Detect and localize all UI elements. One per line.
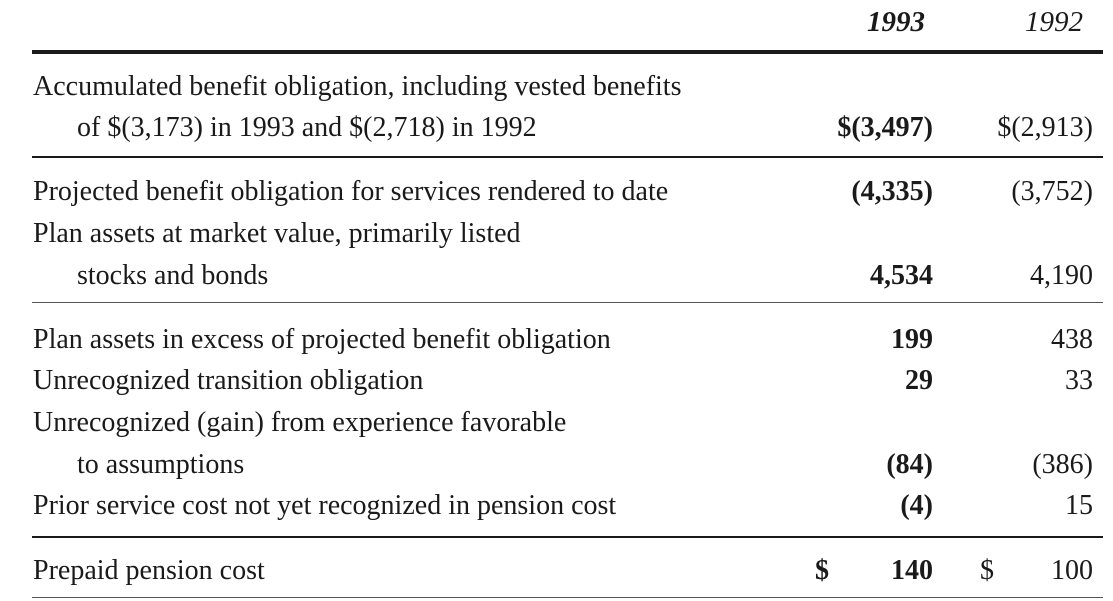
value-1993: (4) [900,490,933,521]
table-row: of $(3,173) in 1993 and $(2,718) in 1992… [0,108,1113,148]
total-rule [32,536,1103,538]
value-1992: 438 [1051,324,1093,355]
bottom-rule [32,597,1103,598]
row-label: stocks and bonds [77,260,269,291]
value-1993: (84) [886,449,933,480]
column-header-1992: 1992 [1025,6,1083,38]
row-label: Unrecognized (gain) from experience favo… [33,407,567,438]
value-1993: 140 [891,555,933,586]
value-1992: 33 [1065,365,1093,396]
value-1992: 4,190 [1030,260,1093,291]
value-1992: (3,752) [1011,176,1093,207]
section-rule [32,302,1103,303]
value-1992: 15 [1065,490,1093,521]
row-label: Prepaid pension cost [33,555,265,586]
value-1992: $(2,913) [997,112,1093,143]
currency-symbol-1993: $ [815,555,829,586]
header-rule [32,50,1103,54]
row-label: Accumulated benefit obligation, includin… [33,71,682,102]
row-label: Plan assets in excess of projected benef… [33,324,611,355]
table-row: Plan assets in excess of projected benef… [0,320,1113,360]
row-label: Plan assets at market value, primarily l… [33,218,521,249]
row-label: to assumptions [77,449,245,480]
row-label: of $(3,173) in 1993 and $(2,718) in 1992 [77,112,537,143]
value-1993: (4,335) [851,176,933,207]
value-1992: 100 [1051,555,1093,586]
table-row: Prior service cost not yet recognized in… [0,486,1113,526]
column-header-1993: 1993 [867,6,925,38]
row-label: Prior service cost not yet recognized in… [33,490,617,521]
table-row: Unrecognized transition obligation 29 33 [0,361,1113,401]
table-row: Plan assets at market value, primarily l… [0,214,1113,254]
table-row: to assumptions (84) (386) [0,445,1113,485]
value-1992: (386) [1032,449,1093,480]
value-1993: $(3,497) [837,112,933,143]
value-1993: 4,534 [870,260,933,291]
table-row: Accumulated benefit obligation, includin… [0,67,1113,107]
table-row-total: Prepaid pension cost $ 140 $ 100 [0,551,1113,591]
row-label: Projected benefit obligation for service… [33,176,669,207]
currency-symbol-1992: $ [980,555,994,586]
row-label: Unrecognized transition obligation [33,365,424,396]
table-row: Projected benefit obligation for service… [0,172,1113,212]
value-1993: 199 [891,324,933,355]
section-rule [32,156,1103,158]
value-1993: 29 [905,365,933,396]
table-row: Unrecognized (gain) from experience favo… [0,403,1113,443]
table-row: stocks and bonds 4,534 4,190 [0,256,1113,296]
